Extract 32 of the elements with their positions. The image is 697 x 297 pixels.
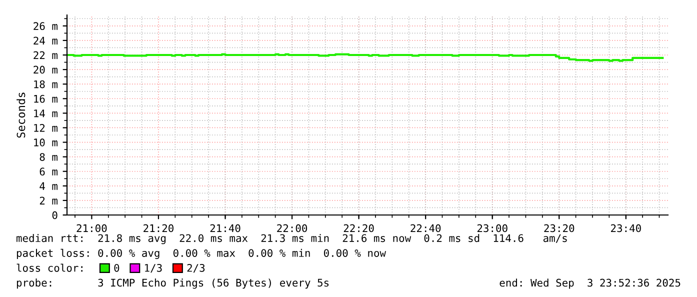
y-tick-label: 8 m xyxy=(40,153,58,161)
legend-label: 1/3 xyxy=(145,264,162,273)
text: median rtt: 21.8 ms avg 22.0 ms max 21.3 ms min 21.6 ms now 0.2 ms sd 114.6 am/s xyxy=(16,234,567,244)
y-tick-label: 12 m xyxy=(34,124,58,132)
y-tick-label: 6 m xyxy=(40,168,58,176)
y-tick-label: 0 xyxy=(52,211,58,220)
x-tick-label: 22:20 xyxy=(344,224,374,232)
x-tick-label: 21:00 xyxy=(76,224,107,232)
y-tick-label: 10 m xyxy=(34,138,58,146)
legend-title: loss color: xyxy=(16,264,82,272)
y-axis-title: Seconds xyxy=(16,92,26,138)
text: end: Wed Sep 3 23:52:36 2025 xyxy=(500,278,680,289)
x-tick-label: 21:40 xyxy=(210,224,240,232)
y-tick-label: 22 m xyxy=(34,51,58,59)
y-tick-label: 18 m xyxy=(34,80,58,88)
y-tick-label: 4 m xyxy=(40,182,58,190)
y-tick-label: 14 m xyxy=(34,110,58,118)
legend-label: 2/3 xyxy=(187,264,205,273)
x-tick-label: 23:40 xyxy=(611,224,641,232)
y-tick-label: 26 m xyxy=(34,22,58,30)
text: probe: 3 ICMP Echo Pings (56 Bytes) every 5s xyxy=(16,278,329,289)
text: packet loss: 0.00 % avg 0.00 % max 0.00 % min 0.00 % now xyxy=(16,248,386,260)
y-tick-label: 20 m xyxy=(34,66,58,74)
x-tick-label: 21:20 xyxy=(144,224,174,232)
x-tick-label: 22:00 xyxy=(277,224,308,232)
legend-label: 0 xyxy=(114,264,120,272)
y-tick-label: 2 m xyxy=(40,196,58,204)
x-tick-label: 22:40 xyxy=(410,224,441,232)
y-tick-label: 16 m xyxy=(34,94,58,103)
x-tick-label: 23:00 xyxy=(477,224,508,232)
x-tick-label: 23:20 xyxy=(544,224,574,232)
y-tick-label: 24 m xyxy=(34,36,58,44)
